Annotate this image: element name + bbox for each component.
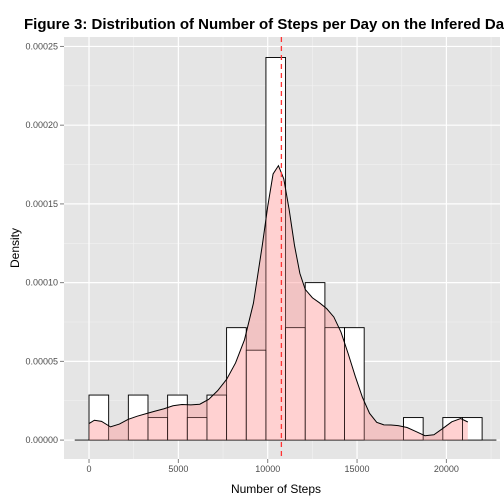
y-tick-label: 0.00025 [25, 41, 58, 51]
histogram-bar-edge-9 [265, 57, 286, 441]
y-axis-title: Density [8, 228, 22, 268]
x-tick-label: 5000 [168, 464, 188, 474]
density-area [89, 165, 468, 441]
density-line [88, 164, 469, 437]
x-axis-ticks: 0 5000 10000 15000 20000 [87, 459, 459, 474]
x-axis-title: Number of Steps [231, 482, 321, 496]
y-tick-label: 0.00010 [25, 278, 58, 288]
histogram-bar-edge-16 [403, 417, 424, 441]
density-curve [88, 57, 483, 441]
y-axis-ticks: 0.00000 0.00005 0.00010 0.00015 0.00020 0.000… [25, 41, 64, 445]
y-tick-label: 0.00000 [25, 435, 58, 445]
y-tick-label: 0.00020 [25, 120, 58, 130]
x-tick-label: 15000 [345, 464, 370, 474]
histogram-bar-edge-19 [462, 417, 483, 441]
histogram-bar-edge-13 [344, 327, 365, 441]
x-tick-label: 10000 [255, 464, 280, 474]
y-tick-label: 0.00015 [25, 199, 58, 209]
x-tick-label: 20000 [434, 464, 459, 474]
histogram-bar-edge-0 [88, 394, 109, 441]
x-tick-label: 0 [87, 464, 92, 474]
chart-title: Figure 3: Distribution of Number of Step… [24, 16, 504, 33]
y-tick-label: 0.00005 [25, 356, 58, 366]
